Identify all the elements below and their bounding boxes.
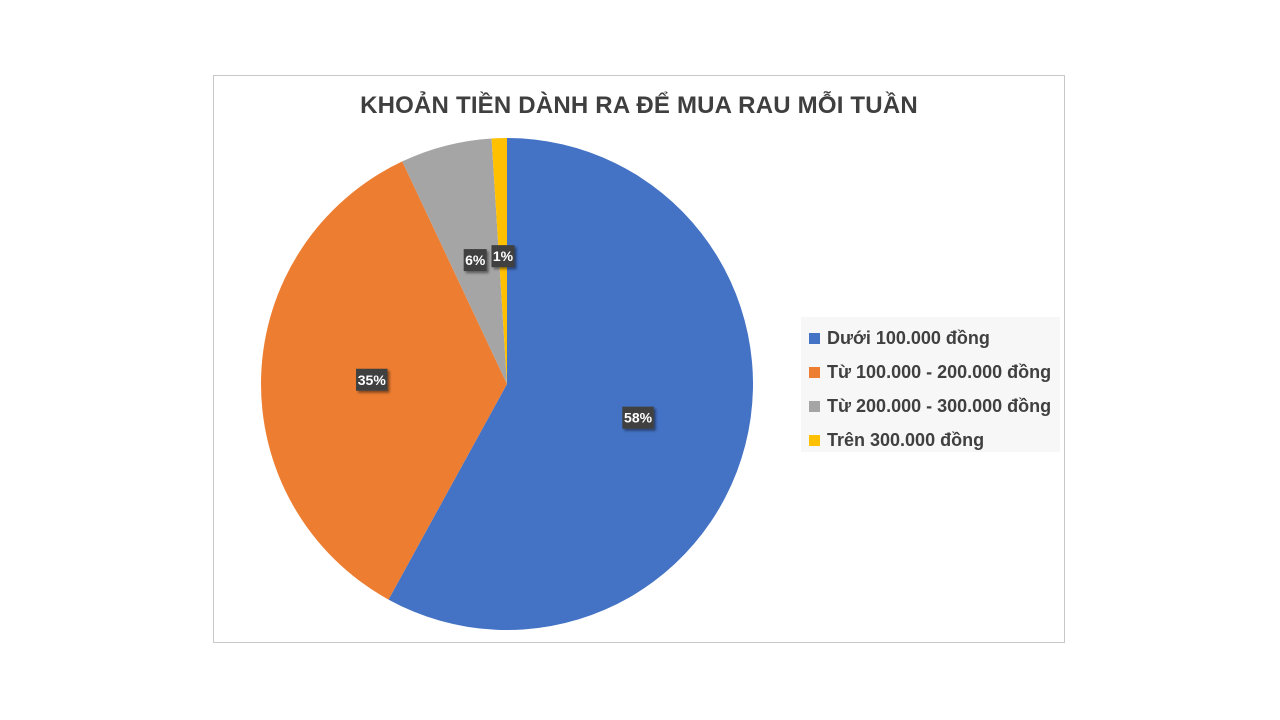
- data-label-box: [356, 368, 388, 391]
- data-label-text: 35%: [358, 372, 387, 388]
- chart-title: KHOẢN TIỀN DÀNH RA ĐỂ MUA RAU MỖI TUẦN: [360, 92, 918, 119]
- data-label-under-100k: 58%: [622, 406, 654, 429]
- legend-label: Từ 200.000 - 300.000 đồng: [827, 395, 1052, 416]
- data-label-100k-200k: 35%: [356, 368, 388, 391]
- legend-label: Từ 100.000 - 200.000 đồng: [827, 361, 1052, 382]
- legend-label: Dưới 100.000 đồng: [827, 327, 990, 348]
- data-label-box: [622, 406, 654, 429]
- data-label-over-300k: 1%: [491, 245, 515, 268]
- chart-frame: KHOẢN TIỀN DÀNH RA ĐỂ MUA RAU MỖI TUẦN 5…: [213, 75, 1065, 643]
- legend-swatch: [809, 366, 820, 378]
- data-label-text: 1%: [493, 248, 514, 264]
- legend-swatch: [809, 400, 820, 412]
- data-label-text: 6%: [465, 252, 486, 268]
- pie-chart: 58% 35% 6% 1%: [260, 138, 753, 630]
- legend-item: Dưới 100.000 đồng: [809, 321, 1060, 355]
- legend-item: Từ 200.000 - 300.000 đồng: [809, 389, 1060, 423]
- data-label-200k-300k: 6%: [463, 249, 487, 272]
- legend-item: Trên 300.000 đồng: [809, 423, 1060, 457]
- legend-label: Trên 300.000 đồng: [827, 429, 985, 450]
- data-label-text: 58%: [624, 410, 653, 426]
- legend: Dưới 100.000 đồng Từ 100.000 - 200.000 đ…: [801, 317, 1060, 452]
- pie-slice-under-100k: [388, 138, 753, 630]
- pie-slice-200k-300k: [402, 138, 507, 384]
- legend-item: Từ 100.000 - 200.000 đồng: [809, 355, 1060, 389]
- legend-swatch: [809, 332, 820, 344]
- data-label-box: [463, 249, 487, 272]
- data-label-box: [491, 245, 515, 268]
- legend-swatch: [809, 434, 820, 446]
